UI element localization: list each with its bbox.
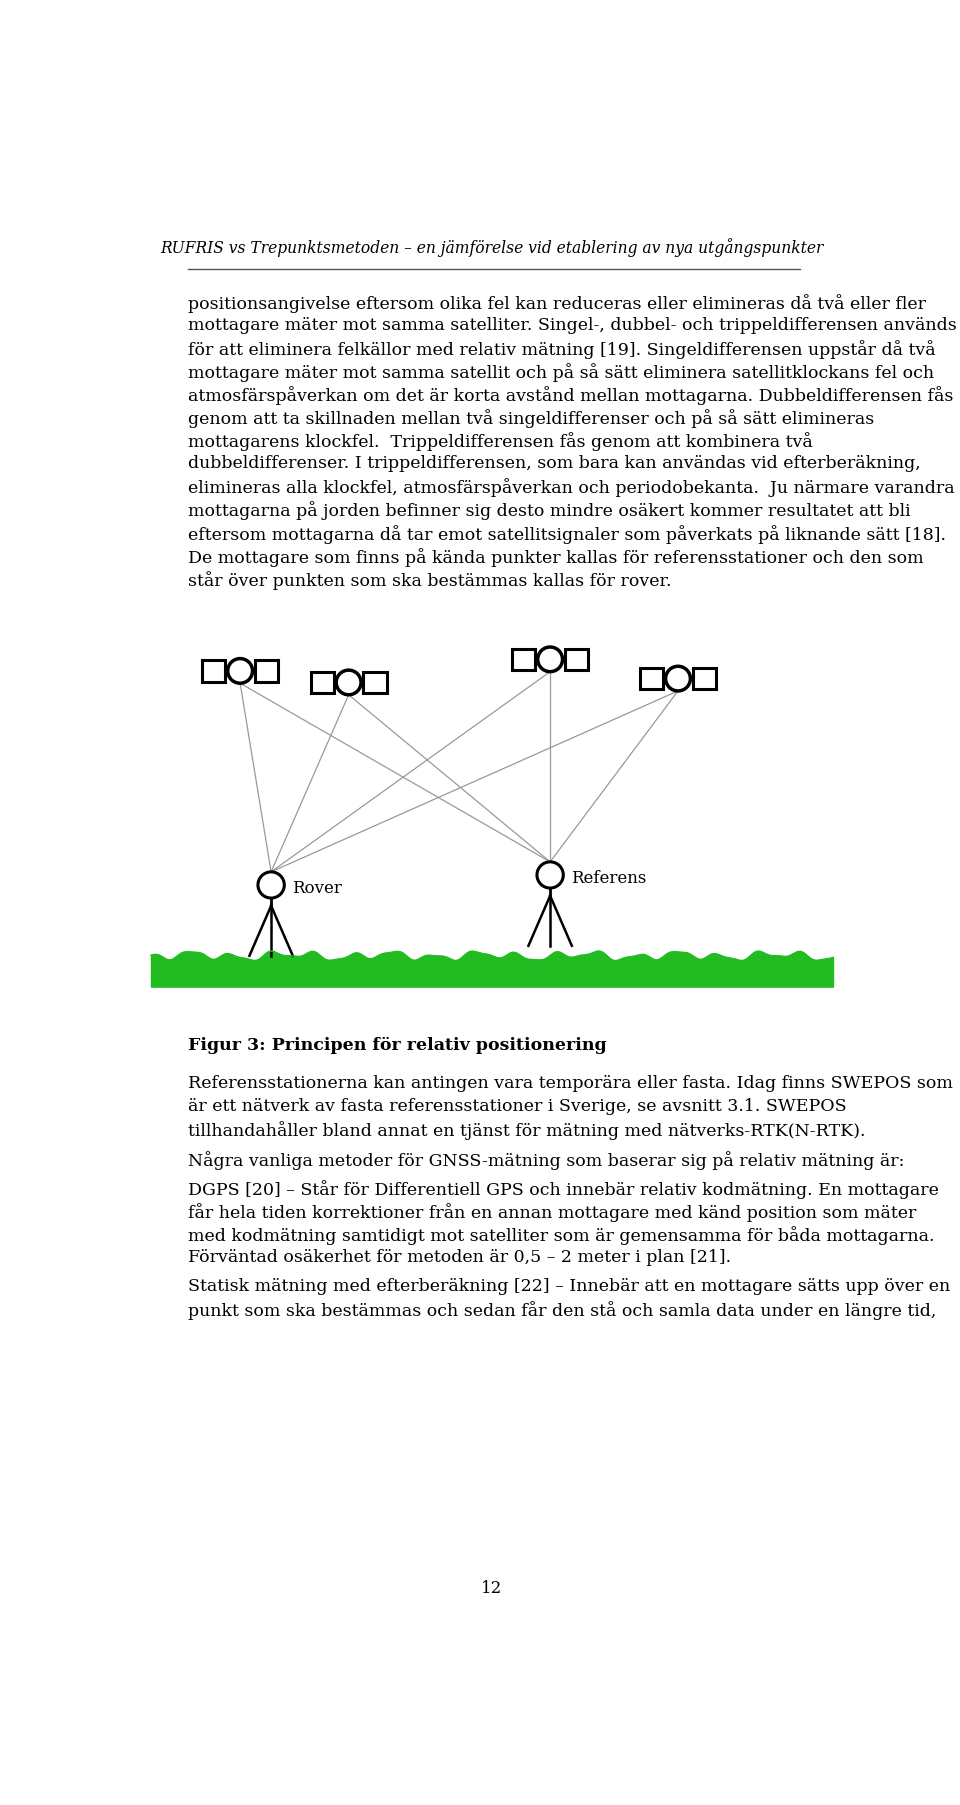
- Text: är ett nätverk av fasta referensstationer i Sverige, se avsnitt 3.1. SWEPOS: är ett nätverk av fasta referensstatione…: [188, 1097, 847, 1115]
- Text: för att eliminera felkällor med relativ mätning [19]. Singeldifferensen uppstår : för att eliminera felkällor med relativ …: [188, 339, 936, 359]
- Bar: [363, 671, 387, 693]
- Bar: [640, 668, 663, 690]
- Text: mottagarens klockfel.  Trippeldifferensen fås genom att kombinera två: mottagarens klockfel. Trippeldifferensen…: [188, 431, 813, 451]
- Circle shape: [228, 659, 252, 684]
- Bar: [254, 661, 278, 682]
- Bar: [311, 671, 334, 693]
- Circle shape: [336, 670, 361, 695]
- Text: Statisk mätning med efterberäkning [22] – Innebär att en mottagare sätts upp öve: Statisk mätning med efterberäkning [22] …: [188, 1278, 950, 1296]
- Text: dubbeldifferenser. I trippeldifferensen, som bara kan användas vid efterberäknin: dubbeldifferenser. I trippeldifferensen,…: [188, 455, 921, 473]
- Circle shape: [538, 646, 563, 671]
- Text: tillhandahåller bland annat en tjänst för mätning med nätverks-RTK(N-RTK).: tillhandahåller bland annat en tjänst fö…: [188, 1121, 866, 1141]
- Text: mottagarna på jorden befinner sig desto mindre osäkert kommer resultatet att bli: mottagarna på jorden befinner sig desto …: [188, 502, 911, 520]
- Text: får hela tiden korrektioner från en annan mottagare med känd position som mäter: får hela tiden korrektioner från en anna…: [188, 1202, 917, 1222]
- Text: atmosfärspåverkan om det är korta avstånd mellan mottagarna. Dubbeldifferensen f: atmosfärspåverkan om det är korta avstån…: [188, 386, 953, 404]
- Circle shape: [537, 861, 564, 888]
- Text: med kodmätning samtidigt mot satelliter som är gemensamma för båda mottagarna.: med kodmätning samtidigt mot satelliter …: [188, 1226, 935, 1245]
- Text: Referensstationerna kan antingen vara temporära eller fasta. Idag finns SWEPOS s: Referensstationerna kan antingen vara te…: [188, 1076, 953, 1092]
- Text: RUFRIS vs Trepunktsmetoden – en jämförelse vid etablering av nya utgångspunkter: RUFRIS vs Trepunktsmetoden – en jämförel…: [160, 238, 824, 256]
- Circle shape: [258, 872, 284, 899]
- Text: DGPS [20] – Står för Differentiell GPS och innebär relativ kodmätning. En mottag: DGPS [20] – Står för Differentiell GPS o…: [188, 1180, 939, 1199]
- Text: Referens: Referens: [571, 870, 646, 888]
- Text: genom att ta skillnaden mellan två singeldifferenser och på så sätt elimineras: genom att ta skillnaden mellan två singe…: [188, 410, 875, 428]
- Text: mottagare mäter mot samma satelliter. Singel-, dubbel- och trippeldifferensen an: mottagare mäter mot samma satelliter. Si…: [188, 316, 957, 334]
- Text: punkt som ska bestämmas och sedan får den stå och samla data under en längre tid: punkt som ska bestämmas och sedan får de…: [188, 1301, 937, 1321]
- Bar: [203, 661, 226, 682]
- Text: Några vanliga metoder för GNSS-mätning som baserar sig på relativ mätning är:: Några vanliga metoder för GNSS-mätning s…: [188, 1150, 904, 1170]
- Text: elimineras alla klockfel, atmosfärspåverkan och periodobekanta.  Ju närmare vara: elimineras alla klockfel, atmosfärspåver…: [188, 478, 955, 498]
- Text: Förväntad osäkerhet för metoden är 0,5 – 2 meter i plan [21].: Förväntad osäkerhet för metoden är 0,5 –…: [188, 1249, 732, 1265]
- Text: 12: 12: [481, 1579, 503, 1596]
- Bar: [512, 648, 536, 670]
- Circle shape: [665, 666, 690, 691]
- Text: positionsangivelse eftersom olika fel kan reduceras eller elimineras då två elle: positionsangivelse eftersom olika fel ka…: [188, 294, 926, 312]
- Text: Rover: Rover: [292, 881, 342, 897]
- Text: Figur 3: Principen för relativ positionering: Figur 3: Principen för relativ positione…: [188, 1036, 607, 1054]
- Bar: [564, 648, 588, 670]
- Text: står över punkten som ska bestämmas kallas för rover.: står över punkten som ska bestämmas kall…: [188, 570, 672, 590]
- Bar: [693, 668, 716, 690]
- Text: eftersom mottagarna då tar emot satellitsignaler som påverkats på liknande sätt : eftersom mottagarna då tar emot satellit…: [188, 525, 947, 543]
- Text: De mottagare som finns på kända punkter kallas för referensstationer och den som: De mottagare som finns på kända punkter …: [188, 547, 924, 567]
- Text: mottagare mäter mot samma satellit och på så sätt eliminera satellitklockans fel: mottagare mäter mot samma satellit och p…: [188, 363, 934, 383]
